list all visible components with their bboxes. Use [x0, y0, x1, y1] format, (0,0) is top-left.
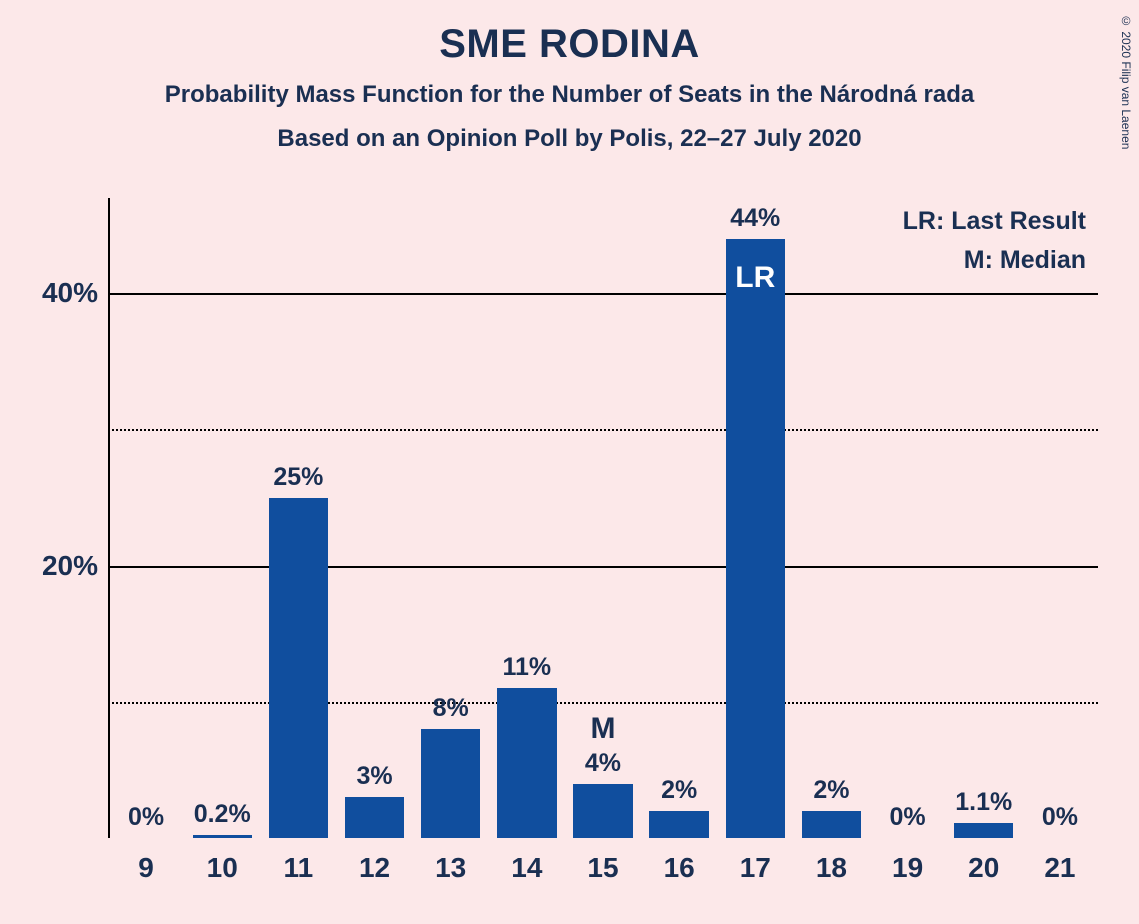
bar-value-label: 44% — [695, 204, 815, 239]
bar-value-label: 0.2% — [162, 800, 282, 835]
chart-title: SME RODINA — [0, 22, 1139, 67]
bar-value-label: 8% — [391, 694, 511, 729]
copyright-text: © 2020 Filip van Laenen — [1119, 14, 1133, 149]
bar-slot: 0%19 — [878, 198, 937, 838]
bar-slot: 0%9 — [116, 198, 175, 838]
chart-container: SME RODINA Probability Mass Function for… — [0, 0, 1139, 924]
bar: 2% — [649, 811, 708, 838]
bars-group: 0%90.2%1025%113%128%1311%144%M152%1644%L… — [108, 198, 1098, 838]
bar-slot: 4%M15 — [573, 198, 632, 838]
bar-slot: 44%LR17 — [726, 198, 785, 838]
bar-slot: 0.2%10 — [193, 198, 252, 838]
y-tick-label: 40% — [42, 277, 98, 309]
bar-value-label: 11% — [467, 653, 587, 688]
legend: LR: Last Result M: Median — [903, 202, 1086, 280]
median-marker: M — [543, 712, 663, 746]
plot-area: 0%90.2%1025%113%128%1311%144%M152%1644%L… — [108, 198, 1098, 838]
bar-slot: 8%13 — [421, 198, 480, 838]
y-tick-label: 20% — [42, 550, 98, 582]
x-tick-label: 21 — [1010, 838, 1110, 884]
legend-lr: LR: Last Result — [903, 202, 1086, 241]
bar: 8% — [421, 729, 480, 838]
bar: 3% — [345, 797, 404, 838]
bar-value-label: 0% — [1000, 803, 1120, 838]
last-result-marker: LR — [695, 261, 815, 295]
bar-value-label: 3% — [315, 762, 435, 797]
bar-slot: 1.1%20 — [954, 198, 1013, 838]
chart-subtitle-2: Based on an Opinion Poll by Polis, 22–27… — [0, 125, 1139, 153]
chart-subtitle: Probability Mass Function for the Number… — [0, 81, 1139, 109]
bar-value-label: 2% — [619, 776, 739, 811]
legend-m: M: Median — [903, 241, 1086, 280]
bar-slot: 0%21 — [1030, 198, 1089, 838]
bar-slot: 2%18 — [802, 198, 861, 838]
bar-value-label: 25% — [238, 463, 358, 498]
bar-slot: 3%12 — [345, 198, 404, 838]
bar-slot: 25%11 — [269, 198, 328, 838]
bar: 44% — [726, 239, 785, 838]
